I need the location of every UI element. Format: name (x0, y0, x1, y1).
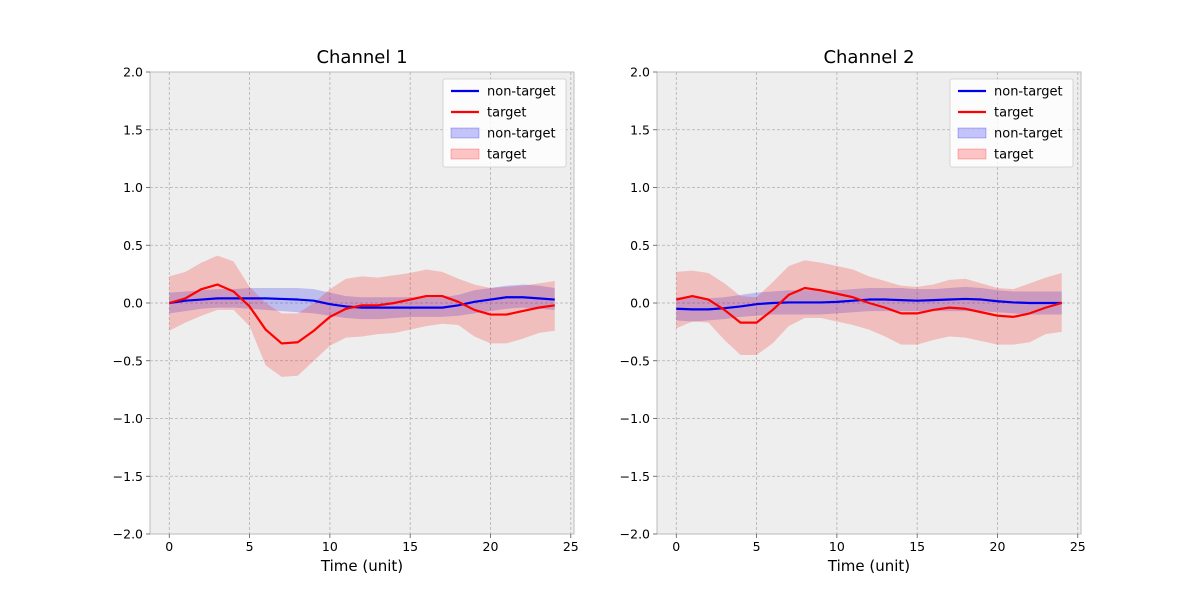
x-axis-ticks: 0 5 10 15 20 25 (672, 534, 1086, 554)
x-tick-label: 0 (672, 539, 680, 554)
band-target (676, 260, 1062, 355)
legend-patch-swatch (450, 148, 480, 160)
legend-entry-label: non-target (487, 127, 556, 142)
y-tick-label: 0.5 (123, 238, 143, 253)
legend-entry-label: non-target (994, 85, 1063, 100)
confidence-bands (169, 255, 555, 377)
legend-entry-label: non-target (487, 85, 556, 100)
y-tick-label: −1.5 (113, 469, 143, 484)
band-target (169, 255, 555, 377)
x-tick-label: 20 (483, 539, 499, 554)
y-tick-label: −2.0 (113, 527, 143, 542)
x-tick-label: 10 (829, 539, 845, 554)
confidence-bands (676, 260, 1062, 355)
x-tick-label: 25 (563, 539, 579, 554)
y-tick-label: 0.0 (630, 296, 650, 311)
y-tick-label: −1.0 (620, 411, 650, 426)
y-tick-label: −1.5 (620, 469, 650, 484)
x-axis-label: Time (unit) (827, 557, 910, 575)
legend-entry-label: target (487, 106, 527, 121)
y-axis-ticks: −2.0 −1.5 −1.0 −0.5 0.0 0.5 1.0 1.5 2.0 (113, 65, 150, 542)
series-line-target (676, 286, 1063, 324)
x-tick-label: 5 (753, 539, 761, 554)
legend: non-target target non-target target (949, 78, 1074, 168)
y-tick-label: 0.0 (123, 296, 143, 311)
series-lines (168, 283, 555, 345)
series-line-non-target (676, 297, 1062, 311)
y-tick-label: 1.5 (123, 122, 143, 137)
y-tick-label: 1.0 (123, 180, 143, 195)
y-tick-label: −0.5 (113, 353, 143, 368)
y-tick-label: 0.5 (630, 238, 650, 253)
band-non-target (169, 284, 555, 320)
y-tick-label: 1.5 (630, 122, 650, 137)
x-tick-label: 15 (402, 539, 418, 554)
legend-patch-swatch (450, 127, 480, 139)
band-non-target (676, 286, 1062, 322)
y-tick-label: −0.5 (620, 353, 650, 368)
x-tick-label: 0 (165, 539, 173, 554)
legend-box (949, 78, 1074, 168)
x-tick-label: 15 (909, 539, 925, 554)
chart-panel-channel-1: 0 5 10 15 20 25 −2.0 −1.5 −1.0 −0.5 0.0 0.5 1.0 1.5 2… (113, 47, 579, 575)
y-tick-label: 2.0 (123, 65, 143, 80)
y-tick-label: −2.0 (620, 527, 650, 542)
legend: non-target target non-target target (442, 78, 567, 168)
chart-title: Channel 1 (316, 47, 407, 68)
x-tick-label: 20 (990, 539, 1006, 554)
x-tick-label: 5 (246, 539, 254, 554)
legend-box (442, 78, 567, 168)
legend-patch-swatch (957, 148, 987, 160)
grid (657, 72, 1081, 534)
y-axis-ticks: −2.0 −1.5 −1.0 −0.5 0.0 0.5 1.0 1.5 2.0 (620, 65, 657, 542)
x-axis-ticks: 0 5 10 15 20 25 (165, 534, 579, 554)
legend-entry-label: target (994, 148, 1034, 163)
legend-entry-label: non-target (994, 127, 1063, 142)
chart-title: Channel 2 (823, 47, 914, 68)
x-axis-label: Time (unit) (320, 557, 403, 575)
legend-entry-label: target (487, 148, 527, 163)
x-tick-label: 25 (1070, 539, 1086, 554)
legend-patch-swatch (957, 127, 987, 139)
y-tick-label: −1.0 (113, 411, 143, 426)
legend-entry-label: target (994, 106, 1034, 121)
y-tick-label: 1.0 (630, 180, 650, 195)
series-line-target (168, 283, 555, 345)
series-lines (676, 286, 1063, 324)
y-tick-label: 2.0 (630, 65, 650, 80)
x-tick-label: 10 (322, 539, 338, 554)
series-line-non-target (169, 296, 555, 309)
chart-panel-channel-2: 0 5 10 15 20 25 −2.0 −1.5 −1.0 −0.5 0.0 0.5 1.0 1.5 2… (620, 47, 1086, 575)
